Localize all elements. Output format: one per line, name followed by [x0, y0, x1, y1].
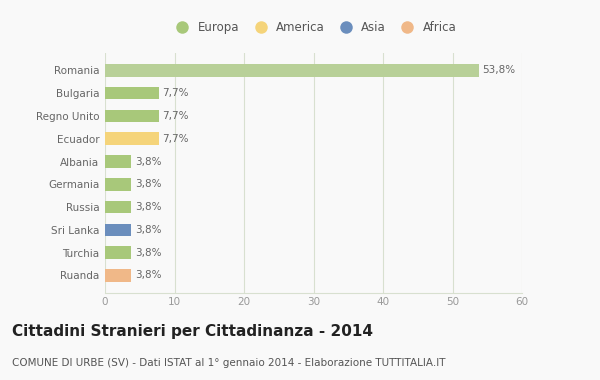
Text: 7,7%: 7,7% [162, 111, 188, 121]
Bar [105, 155, 131, 168]
Bar [105, 269, 131, 282]
Text: Cittadini Stranieri per Cittadinanza - 2014: Cittadini Stranieri per Cittadinanza - 2… [12, 324, 373, 339]
Bar [105, 223, 131, 236]
Text: 3,8%: 3,8% [135, 271, 161, 280]
Bar [105, 87, 158, 100]
Bar [105, 64, 479, 77]
Text: 3,8%: 3,8% [135, 225, 161, 235]
Bar [105, 201, 131, 213]
Text: 3,8%: 3,8% [135, 202, 161, 212]
Bar [105, 178, 131, 190]
Text: 7,7%: 7,7% [162, 88, 188, 98]
Text: 3,8%: 3,8% [135, 248, 161, 258]
Text: 3,8%: 3,8% [135, 179, 161, 189]
Bar [105, 133, 158, 145]
Legend: Europa, America, Asia, Africa: Europa, America, Asia, Africa [166, 16, 461, 38]
Bar [105, 110, 158, 122]
Bar [105, 246, 131, 259]
Text: 53,8%: 53,8% [482, 65, 515, 75]
Text: 3,8%: 3,8% [135, 157, 161, 166]
Text: COMUNE DI URBE (SV) - Dati ISTAT al 1° gennaio 2014 - Elaborazione TUTTITALIA.IT: COMUNE DI URBE (SV) - Dati ISTAT al 1° g… [12, 358, 445, 367]
Text: 7,7%: 7,7% [162, 134, 188, 144]
